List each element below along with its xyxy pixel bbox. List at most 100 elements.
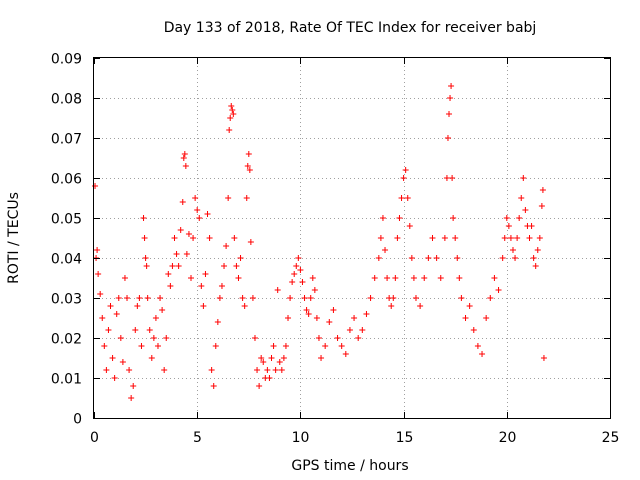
data-point [384, 275, 391, 281]
y-tick-label: 0.04 [51, 252, 82, 268]
data-point [520, 175, 527, 181]
data-point [359, 327, 366, 333]
data-point [225, 195, 232, 201]
data-point [92, 183, 99, 189]
data-point [507, 235, 514, 241]
data-point [226, 127, 233, 133]
data-point [425, 255, 432, 261]
data-point [241, 303, 248, 309]
data-point [208, 367, 215, 373]
data-point [454, 255, 461, 261]
data-point [103, 367, 110, 373]
data-point [212, 343, 219, 349]
x-axis-title: GPS time / hours [291, 458, 408, 474]
data-point [171, 235, 178, 241]
data-point [394, 235, 401, 241]
data-point [449, 175, 456, 181]
data-point [154, 343, 161, 349]
x-tick-label: 15 [396, 430, 414, 446]
data-point [291, 271, 298, 277]
data-point [204, 211, 211, 217]
data-point [229, 107, 236, 113]
y-tick-label: 0.08 [51, 92, 82, 108]
data-point [218, 283, 225, 289]
data-point [196, 215, 203, 221]
data-point [144, 295, 151, 301]
data-point [379, 215, 386, 221]
data-point [185, 231, 192, 237]
data-point [346, 327, 353, 333]
data-point [134, 303, 141, 309]
data-point [487, 295, 494, 301]
data-point [173, 251, 180, 257]
data-point [363, 311, 370, 317]
data-point [272, 367, 279, 373]
data-point [132, 327, 139, 333]
data-point [183, 251, 190, 257]
data-point [534, 247, 541, 253]
data-point [437, 275, 444, 281]
data-point [417, 303, 424, 309]
data-point [169, 263, 176, 269]
data-point [256, 383, 263, 389]
data-point [194, 207, 201, 213]
data-point [244, 163, 251, 169]
data-point [301, 295, 308, 301]
data-point [396, 215, 403, 221]
data-point [429, 235, 436, 241]
data-point [216, 295, 223, 301]
data-point [334, 335, 341, 341]
data-point [200, 303, 207, 309]
data-point [198, 283, 205, 289]
data-point [148, 355, 155, 361]
data-point [499, 255, 506, 261]
data-point [392, 275, 399, 281]
data-point [214, 319, 221, 325]
data-point [330, 307, 337, 313]
data-point [433, 255, 440, 261]
data-point [276, 359, 283, 365]
data-point [233, 263, 240, 269]
data-point [258, 355, 265, 361]
data-point [326, 319, 333, 325]
data-point [115, 295, 122, 301]
data-point [157, 295, 164, 301]
data-point [305, 311, 312, 317]
data-point [223, 243, 230, 249]
y-tick-label: 0.05 [51, 212, 82, 228]
data-point [146, 327, 153, 333]
data-point [247, 239, 254, 245]
data-point [182, 163, 189, 169]
y-tick-label: 0.07 [51, 132, 82, 148]
data-point [243, 195, 250, 201]
data-point [483, 315, 490, 321]
data-point [280, 355, 287, 361]
data-point [342, 351, 349, 357]
data-point [231, 235, 238, 241]
data-point [505, 223, 512, 229]
data-point [522, 207, 529, 213]
data-point [282, 343, 289, 349]
data-point [121, 275, 128, 281]
data-point [318, 355, 325, 361]
data-point [278, 367, 285, 373]
data-point [450, 215, 457, 221]
data-point [322, 343, 329, 349]
data-point [177, 227, 184, 233]
data-point [412, 295, 419, 301]
data-point [94, 247, 101, 253]
data-point [299, 279, 306, 285]
data-point [249, 295, 256, 301]
data-point [307, 295, 314, 301]
data-point [188, 275, 195, 281]
data-point [303, 307, 310, 313]
data-point [408, 255, 415, 261]
y-tick-labels: 0 0.01 0.02 0.03 0.04 0.05 0.06 0.07 0.08 0.09 [51, 52, 82, 428]
data-point [367, 295, 374, 301]
data-point [161, 367, 168, 373]
data-point [441, 235, 448, 241]
data-point [501, 235, 508, 241]
data-point [530, 255, 537, 261]
data-point [375, 255, 382, 261]
data-point [167, 283, 174, 289]
